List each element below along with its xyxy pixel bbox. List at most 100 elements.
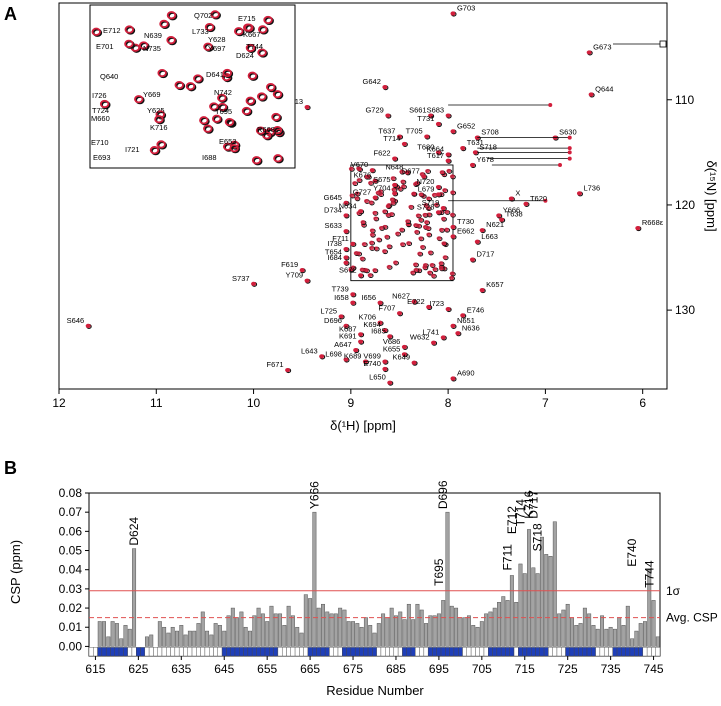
inset-peak-red <box>211 114 222 123</box>
peak-contour-red <box>425 226 431 231</box>
peak-contour-red <box>358 273 364 278</box>
csp-bar <box>290 615 295 647</box>
peak-contour-red <box>435 192 441 197</box>
inset-peak-red <box>273 154 283 163</box>
csp-bar <box>157 621 162 647</box>
strip-helix <box>97 647 103 657</box>
csp-bar <box>557 613 562 647</box>
peak-contour-red <box>352 181 358 186</box>
inset-peak-label: E653 <box>219 137 237 146</box>
csp-bars <box>97 511 660 647</box>
spectrum-axes: 12 11 10 9 8 7 6 110 120 130 <box>52 93 695 410</box>
csp-bar <box>634 630 639 647</box>
inset-peak-red <box>265 83 276 92</box>
csp-bar <box>338 607 343 647</box>
peak-contour-red <box>430 273 436 278</box>
peak-contour-red <box>401 344 407 350</box>
strip-coil <box>213 647 218 657</box>
csp-bar <box>230 607 235 647</box>
inset-peak-red <box>193 74 203 83</box>
csp-bar-chart: 0.00 0.01 0.02 0.03 0.04 0.05 0.06 0.07 0.08 615 6… <box>8 480 718 698</box>
peak-label: K706 <box>358 313 376 322</box>
peak-contour-red <box>439 227 444 232</box>
csp-residue-label: Y666 <box>307 481 321 509</box>
peak-contour-red <box>343 247 349 252</box>
peak-contour-red <box>406 241 411 246</box>
inset-peak-red <box>263 15 273 25</box>
csp-bar <box>608 626 613 647</box>
strip-coil <box>466 647 472 657</box>
csp-bar <box>308 598 313 647</box>
inset-peak-label: I726 <box>92 91 107 100</box>
csp-bar <box>475 626 480 647</box>
csp-bar <box>342 609 347 647</box>
peak-contour-red <box>435 121 441 127</box>
peak-contour-red <box>405 219 411 224</box>
strip-coil <box>217 647 223 657</box>
strip-helix <box>616 647 622 657</box>
strip-helix <box>269 647 274 657</box>
csp-bar <box>132 548 137 647</box>
inset-peak-red <box>138 41 149 50</box>
peak-label: K676 <box>354 171 372 180</box>
inset-peak-red <box>134 95 144 104</box>
peak-contour-red <box>425 206 431 211</box>
csp-bar <box>321 603 325 647</box>
strip-helix <box>118 647 124 657</box>
csp-bar <box>501 596 506 647</box>
csp-bar <box>372 632 377 647</box>
strip-helix <box>569 647 575 657</box>
csp-x-tick-label: 725 <box>558 662 578 676</box>
peak-contour-red <box>382 85 388 90</box>
peak-contour-red <box>445 158 451 163</box>
panel-b-label: B <box>4 458 17 478</box>
csp-bar <box>488 611 493 647</box>
strip-coil <box>329 647 334 657</box>
peak-contour-red <box>567 146 572 151</box>
csp-bar <box>265 621 270 647</box>
csp-bar <box>114 623 119 647</box>
strip-helix <box>453 647 459 657</box>
inset-peak-red <box>255 126 266 135</box>
peak-contour-red <box>440 335 446 340</box>
peak-contour-red <box>404 170 410 175</box>
peak-contour-red <box>369 228 375 233</box>
peak-label: Y709 <box>286 271 304 280</box>
peak-label: N634 <box>339 201 357 210</box>
peak-contour-red <box>364 268 369 273</box>
peak-contour-red <box>441 241 447 246</box>
peak-contour-red <box>369 245 374 250</box>
peak-contour-red <box>401 352 407 357</box>
peak-label: L679 <box>418 184 435 193</box>
csp-bar <box>217 625 222 647</box>
peak-contour-red <box>382 249 387 254</box>
inset-peak-red <box>124 39 134 48</box>
strip-helix <box>359 647 364 657</box>
csp-bar <box>385 617 390 647</box>
strip-coil <box>286 647 291 657</box>
peak-label: E662 <box>457 226 475 235</box>
strip-helix <box>247 647 253 657</box>
peak-contour-red <box>395 231 400 236</box>
peak-label: F671 <box>266 360 283 369</box>
strip-coil <box>548 647 553 657</box>
strip-coil <box>419 647 425 657</box>
peak-label: X <box>515 189 520 198</box>
strip-coil <box>337 647 343 657</box>
peak-contour-red <box>343 229 349 234</box>
inset-peak-red <box>203 42 213 51</box>
peak-contour-red <box>435 210 441 215</box>
peak-contour-red <box>439 170 445 175</box>
csp-residue-label: D696 <box>436 480 450 509</box>
inset-peak-red <box>166 11 177 20</box>
strip-coil <box>393 647 399 657</box>
csp-x-tick-label: 615 <box>85 662 105 676</box>
peak-contour-red <box>362 359 368 364</box>
peak-contour-red <box>385 113 391 118</box>
csp-y-tick-label: 0.08 <box>59 486 83 500</box>
strip-helix <box>372 647 377 657</box>
peak-contour-red <box>319 354 325 359</box>
inset-peak-label: I721 <box>125 145 140 154</box>
inset-peak-red <box>245 43 256 53</box>
